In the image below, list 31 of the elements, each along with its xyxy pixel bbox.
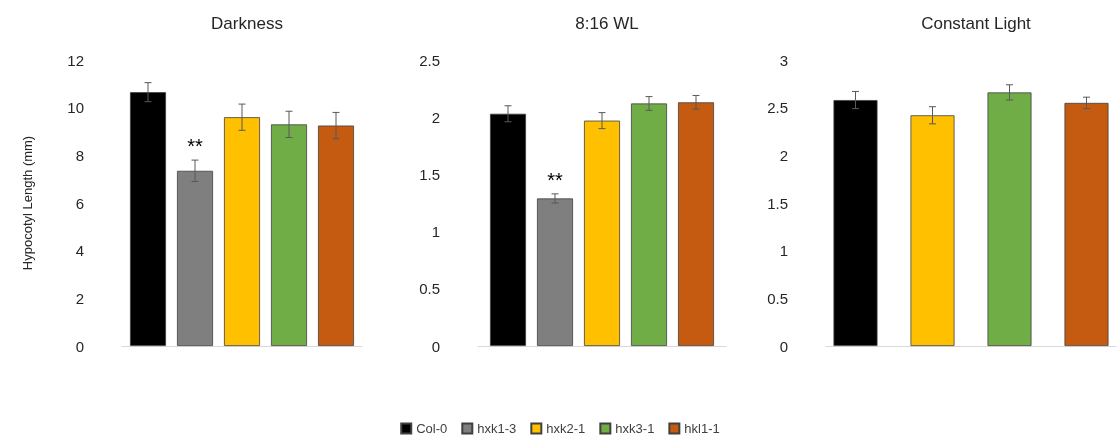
y-tick-label: 1 — [779, 242, 788, 260]
legend-label: hxk2-1 — [546, 421, 586, 436]
y-tick-label: 4 — [75, 242, 84, 260]
legend-label: hkl1-1 — [684, 421, 720, 436]
y-tick-label: 0.5 — [767, 289, 788, 307]
legend-label: Col-0 — [416, 421, 448, 436]
y-tick-label: 1.5 — [767, 194, 788, 212]
y-tick-label: 1 — [431, 223, 440, 241]
chart-title: Constant Light — [921, 14, 1032, 33]
y-axis-title: Hypocotyl Length (mm) — [20, 135, 35, 271]
y-tick-label: 1.5 — [419, 165, 440, 183]
y-tick-label: 12 — [67, 51, 84, 69]
annotation: ** — [187, 135, 203, 158]
y-tick-label: 0 — [75, 337, 84, 355]
chart-title: 8:16 WL — [575, 14, 639, 33]
legend-label: hxk3-1 — [615, 421, 655, 436]
y-tick-label: 6 — [75, 194, 84, 212]
y-tick-label: 2 — [779, 146, 788, 164]
chart-title: Darkness — [211, 14, 283, 33]
y-tick-label: 2.5 — [419, 51, 440, 69]
y-tick-label: 0 — [431, 337, 440, 355]
y-tick-label: 2 — [75, 289, 84, 307]
legend-label: hxk1-3 — [477, 421, 517, 436]
y-tick-label: 3 — [779, 51, 788, 69]
annotation: ** — [547, 168, 563, 191]
y-tick-label: 2 — [431, 108, 440, 126]
y-tick-label: 8 — [75, 146, 84, 164]
y-tick-label: 0 — [779, 337, 788, 355]
y-tick-label: 0.5 — [419, 280, 440, 298]
y-tick-label: 2.5 — [767, 99, 788, 117]
y-tick-label: 10 — [67, 99, 84, 117]
